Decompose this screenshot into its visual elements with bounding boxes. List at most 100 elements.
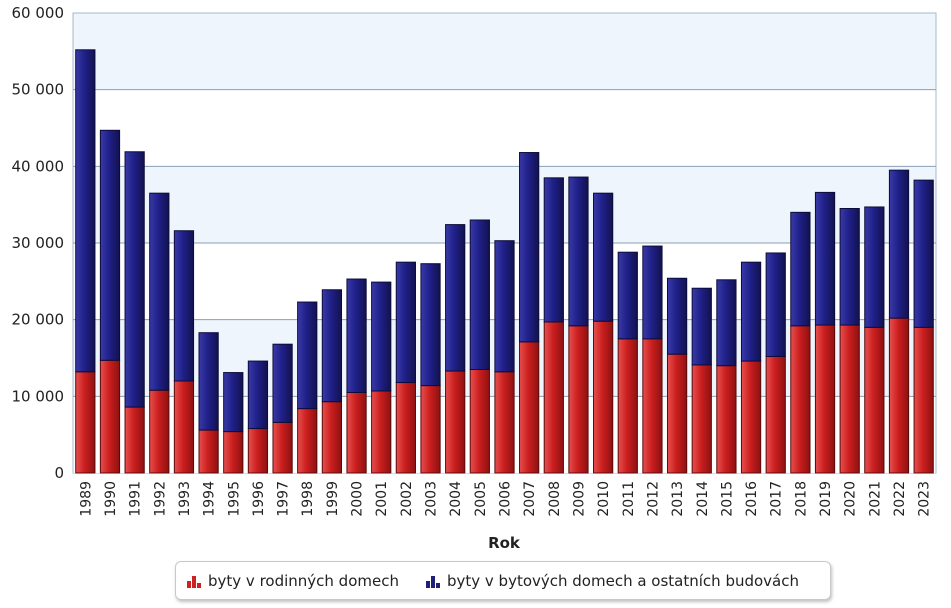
bar-bytove-1994[interactable]	[199, 333, 218, 430]
stacked-bar-chart: 0 10 000 20 000 30 000 40 000 50 000 60 000 19…	[0, 0, 951, 560]
bar-bytove-2007[interactable]	[520, 153, 539, 342]
bar-bytove-2021[interactable]	[865, 207, 884, 327]
bar-rodinne-2021[interactable]	[865, 327, 884, 473]
legend-item-bytove[interactable]: byty v bytových domech a ostatních budov…	[425, 572, 799, 590]
bar-rodinne-1995[interactable]	[224, 432, 243, 473]
bar-bytove-2022[interactable]	[889, 170, 908, 318]
bar-bytove-1990[interactable]	[100, 130, 119, 360]
x-tick-label: 1991	[128, 481, 144, 517]
bar-bytove-2017[interactable]	[766, 253, 785, 357]
bar-bytove-2008[interactable]	[544, 178, 563, 322]
bar-bytove-2002[interactable]	[396, 262, 415, 382]
bar-bytove-2005[interactable]	[470, 220, 489, 370]
y-tick-label: 40 000	[12, 157, 65, 175]
bar-rodinne-1998[interactable]	[298, 409, 317, 473]
x-tick-label: 2009	[571, 481, 587, 517]
bar-rodinne-2007[interactable]	[520, 342, 539, 473]
bar-bytove-2011[interactable]	[618, 252, 637, 339]
bar-bytove-1997[interactable]	[273, 344, 292, 422]
x-tick-label: 1989	[78, 481, 94, 517]
x-tick-label: 2003	[424, 481, 440, 517]
bar-rodinne-2006[interactable]	[495, 372, 514, 473]
x-tick-label: 2008	[547, 481, 563, 517]
bar-bytove-1996[interactable]	[248, 361, 267, 428]
bar-rodinne-1994[interactable]	[199, 430, 218, 473]
bar-rodinne-2001[interactable]	[372, 391, 391, 473]
bar-rodinne-2017[interactable]	[766, 356, 785, 473]
x-tick-label: 1997	[276, 481, 292, 517]
bar-rodinne-1997[interactable]	[273, 422, 292, 473]
y-tick-label: 0	[54, 464, 64, 482]
x-tick-label: 2002	[399, 481, 415, 517]
legend-label-rodinne: byty v rodinných domech	[208, 572, 399, 590]
bar-rodinne-1991[interactable]	[125, 407, 144, 473]
bar-rodinne-2009[interactable]	[569, 326, 588, 473]
x-tick-label: 2023	[917, 481, 933, 517]
x-tick-label: 2012	[645, 481, 661, 517]
x-tick-label: 1996	[251, 481, 267, 517]
x-tick-label: 2017	[769, 481, 785, 517]
bar-bytove-2016[interactable]	[741, 262, 760, 361]
bar-rodinne-2012[interactable]	[643, 339, 662, 473]
legend-item-rodinne[interactable]: byty v rodinných domech	[186, 572, 399, 590]
bar-bytove-2013[interactable]	[667, 278, 686, 354]
bar-bytove-2020[interactable]	[840, 209, 859, 326]
bar-bytove-2000[interactable]	[347, 279, 366, 392]
bar-bytove-2019[interactable]	[815, 192, 834, 325]
bar-rodinne-2011[interactable]	[618, 339, 637, 473]
bar-rodinne-2014[interactable]	[692, 365, 711, 473]
bar-rodinne-2022[interactable]	[889, 318, 908, 473]
bar-chart-icon	[186, 574, 202, 588]
x-tick-label: 1994	[202, 481, 218, 517]
bar-bytove-2001[interactable]	[372, 282, 391, 391]
bar-rodinne-2003[interactable]	[421, 386, 440, 473]
bar-rodinne-2018[interactable]	[791, 326, 810, 473]
x-tick-label: 1995	[226, 481, 242, 517]
bar-rodinne-2015[interactable]	[717, 366, 736, 473]
bar-rodinne-2008[interactable]	[544, 322, 563, 473]
bar-bytove-2014[interactable]	[692, 288, 711, 365]
bar-rodinne-2016[interactable]	[741, 361, 760, 473]
x-tick-label: 2019	[818, 481, 834, 517]
bar-rodinne-2019[interactable]	[815, 325, 834, 473]
bar-rodinne-2005[interactable]	[470, 370, 489, 474]
bar-rodinne-1989[interactable]	[76, 372, 95, 473]
bar-rodinne-2000[interactable]	[347, 393, 366, 474]
bar-rodinne-1996[interactable]	[248, 429, 267, 473]
x-tick-label: 2011	[621, 481, 637, 517]
chart-container: 0 10 000 20 000 30 000 40 000 50 000 60 000 19…	[0, 0, 951, 608]
bar-bytove-1998[interactable]	[298, 302, 317, 409]
bar-bytove-2018[interactable]	[791, 212, 810, 325]
bar-bytove-2009[interactable]	[569, 177, 588, 326]
bar-rodinne-2023[interactable]	[914, 327, 933, 473]
x-tick-label: 2016	[744, 481, 760, 517]
bar-bytove-1995[interactable]	[224, 373, 243, 432]
bar-bytove-2023[interactable]	[914, 180, 933, 327]
bar-rodinne-2002[interactable]	[396, 383, 415, 473]
bar-bytove-1999[interactable]	[322, 290, 341, 402]
x-tick-label: 2021	[867, 481, 883, 517]
bar-rodinne-2004[interactable]	[446, 371, 465, 473]
x-tick-label: 2005	[473, 481, 489, 517]
bar-rodinne-2020[interactable]	[840, 325, 859, 473]
bar-rodinne-2010[interactable]	[594, 321, 613, 473]
bar-bytove-2012[interactable]	[643, 246, 662, 339]
bar-bytove-1991[interactable]	[125, 152, 144, 407]
bar-bytove-1989[interactable]	[76, 50, 95, 372]
bar-bytove-2006[interactable]	[495, 241, 514, 372]
bar-rodinne-2013[interactable]	[667, 354, 686, 473]
bar-bytove-2004[interactable]	[446, 225, 465, 371]
bar-bytove-2010[interactable]	[594, 193, 613, 321]
x-tick-label: 2014	[695, 481, 711, 517]
bar-bytove-2015[interactable]	[717, 280, 736, 366]
bar-rodinne-1992[interactable]	[150, 390, 169, 473]
bar-rodinne-1999[interactable]	[322, 402, 341, 473]
bar-rodinne-1990[interactable]	[100, 360, 119, 473]
bar-bytove-2003[interactable]	[421, 264, 440, 386]
bar-bytove-1992[interactable]	[150, 193, 169, 390]
bar-bytove-1993[interactable]	[174, 231, 193, 381]
x-tick-label: 2006	[498, 481, 514, 517]
x-tick-label: 1990	[103, 481, 119, 517]
bar-rodinne-1993[interactable]	[174, 381, 193, 473]
x-tick-label: 2018	[793, 481, 809, 517]
